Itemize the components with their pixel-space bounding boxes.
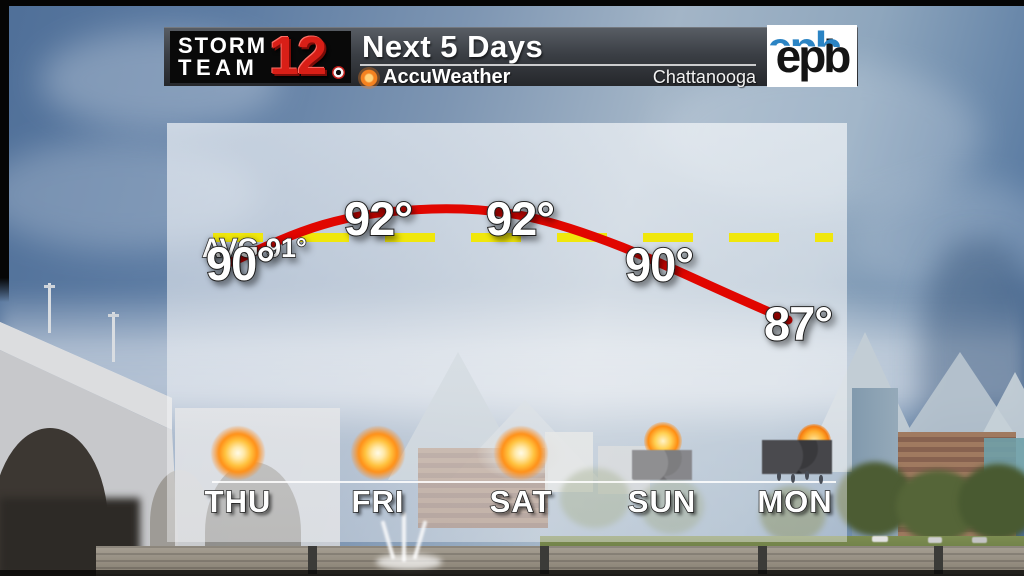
- day-label: SUN: [627, 483, 697, 520]
- forecast-day-sun: SUN: [597, 422, 727, 520]
- forecast-day-thu: THU: [173, 424, 303, 520]
- page-title: Next 5 Days: [362, 29, 544, 64]
- light-pole: [108, 312, 119, 362]
- day-label: MON: [757, 483, 833, 520]
- fountain-splash: [376, 554, 442, 570]
- parked-car: [972, 537, 987, 543]
- channel-12-text: 12: [269, 26, 327, 87]
- forecast-day-mon: MON: [730, 424, 860, 520]
- sunny-icon: [348, 424, 408, 482]
- thunderstorm-icon: [762, 424, 832, 484]
- forecast-day-fri: FRI: [313, 424, 443, 520]
- accuweather-brand: AccuWeather: [360, 66, 510, 89]
- epb-sponsor-logo: epb epb: [767, 25, 857, 87]
- sunny-icon: [208, 424, 268, 482]
- frame-edge-bottom: [0, 570, 1024, 576]
- temp-label: 92°: [485, 191, 556, 246]
- temp-label: 90°: [205, 236, 276, 291]
- partly-cloudy-icon: [632, 422, 692, 482]
- frame-edge-left: [0, 0, 9, 302]
- temp-label: 87°: [763, 296, 834, 351]
- mostly-sunny-icon: [477, 424, 565, 482]
- bollard: [934, 546, 943, 574]
- tree: [958, 464, 1024, 540]
- logo-team-text: TEAM: [178, 55, 259, 80]
- cbs-eye-icon: [332, 66, 345, 79]
- day-label: SAT: [489, 483, 553, 520]
- day-label: THU: [204, 483, 272, 520]
- accuweather-label: AccuWeather: [383, 66, 511, 88]
- parked-car: [872, 536, 888, 542]
- day-label: FRI: [351, 483, 405, 520]
- bollard: [758, 546, 767, 574]
- epb-logo-text-blue: epb: [767, 22, 840, 74]
- location-label: Chattanooga: [652, 67, 756, 87]
- parked-car: [928, 537, 942, 543]
- day-separator-line: [212, 481, 836, 483]
- temp-label: 90°: [624, 237, 695, 292]
- temp-label: 92°: [343, 191, 414, 246]
- forecast-day-sat: SAT: [456, 424, 586, 520]
- cloud-shape: [850, 180, 1024, 300]
- epb-logo-text: epb: [775, 30, 852, 82]
- logo-storm-text: STORM: [178, 33, 268, 58]
- storm-team-12-logo: STORM TEAM 12: [170, 26, 351, 87]
- bollard: [308, 546, 317, 574]
- accuweather-sun-icon: [360, 68, 378, 87]
- bollard: [540, 546, 549, 574]
- header-bar: STORM TEAM 12 Next 5 Days AccuWeather Ch…: [164, 26, 858, 89]
- frame-edge-top: [0, 0, 1024, 6]
- title-underline: [360, 64, 756, 66]
- light-pole: [44, 283, 55, 333]
